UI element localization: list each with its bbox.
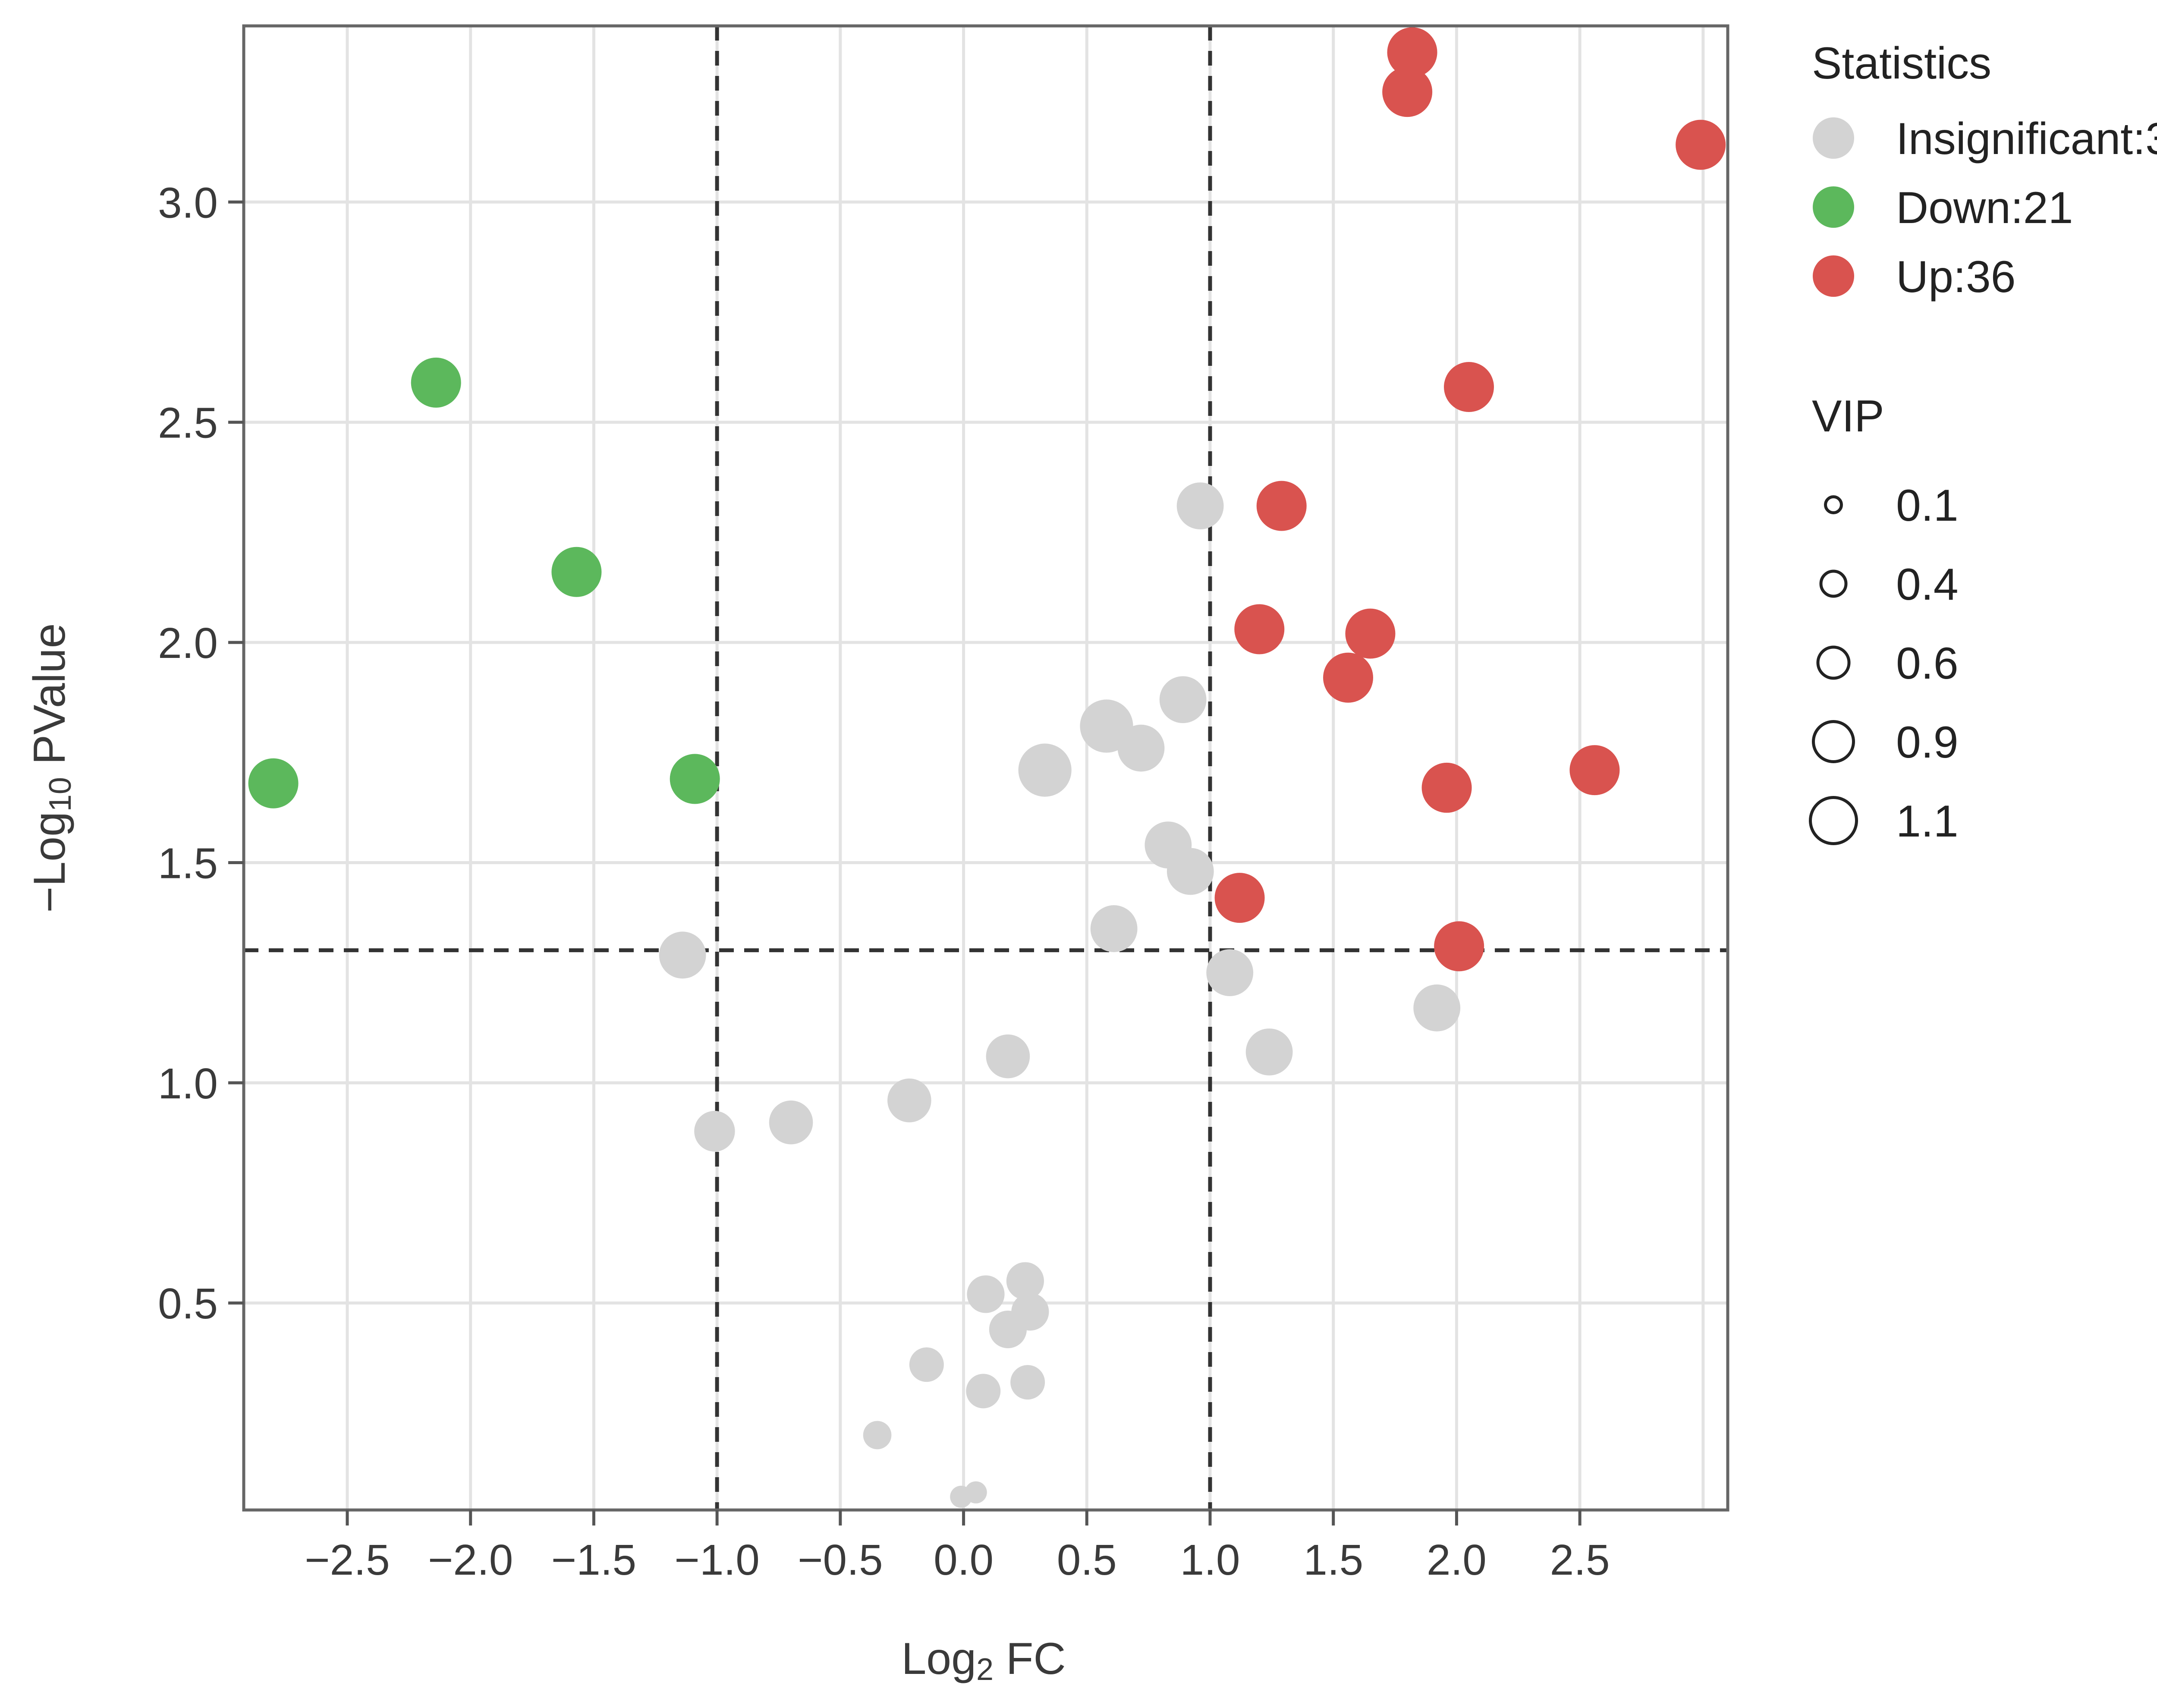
insignificant-point bbox=[1010, 1365, 1045, 1400]
legend-color-label: Up:36 bbox=[1896, 252, 2016, 302]
x-tick-label: −1.0 bbox=[674, 1536, 759, 1584]
legend-size-label: 0.1 bbox=[1896, 481, 1959, 531]
insignificant-point bbox=[1176, 482, 1224, 530]
legend-size-swatch bbox=[1819, 569, 1848, 598]
up-point bbox=[1444, 362, 1494, 412]
x-axis-title-tail: FC bbox=[994, 1634, 1066, 1684]
x-axis-title-subscript: 2 bbox=[976, 1652, 994, 1687]
legend: Statistics Insignificant:30Down:21Up:36 … bbox=[1809, 38, 2157, 846]
y-tick-label: 2.0 bbox=[158, 619, 218, 667]
up-point bbox=[1214, 873, 1265, 923]
legend-size-label: 0.4 bbox=[1896, 560, 1959, 610]
x-tick-label: 0.0 bbox=[934, 1536, 994, 1584]
x-tick-label: −0.5 bbox=[798, 1536, 883, 1584]
x-axis-ticks: −2.5 −2.0 −1.5 −1.0 −0.5 0.0 0.5 1.0 1.5 2.0 2.5 bbox=[305, 1510, 1610, 1584]
insignificant-point bbox=[887, 1078, 931, 1123]
y-tick-label: 0.5 bbox=[158, 1280, 218, 1328]
y-tick-label: 3.0 bbox=[158, 179, 218, 227]
y-tick-label: 2.5 bbox=[158, 399, 218, 447]
x-tick-label: 2.5 bbox=[1550, 1536, 1610, 1584]
insignificant-point bbox=[967, 1275, 1005, 1313]
x-tick-label: 1.5 bbox=[1303, 1536, 1363, 1584]
insignificant-point bbox=[1159, 676, 1207, 723]
legend-size-title: VIP bbox=[1812, 391, 1884, 441]
insignificant-point bbox=[1167, 848, 1214, 895]
legend-color-swatch bbox=[1813, 117, 1854, 159]
legend-color-swatch bbox=[1813, 255, 1854, 297]
insignificant-point bbox=[950, 1485, 972, 1508]
legend-size-swatch bbox=[1812, 720, 1855, 763]
y-axis-title-tail: PValue bbox=[25, 623, 75, 777]
down-point bbox=[551, 547, 602, 597]
down-point bbox=[670, 754, 720, 804]
x-axis-title: Log2 FC bbox=[901, 1634, 1066, 1687]
insignificant-point bbox=[694, 1110, 735, 1152]
insignificant-point bbox=[863, 1421, 892, 1450]
down-point bbox=[411, 357, 461, 408]
up-point bbox=[1421, 762, 1472, 813]
legend-size-swatch bbox=[1824, 495, 1843, 514]
insignificant-point bbox=[659, 931, 706, 979]
y-axis-title-main: −Log bbox=[25, 812, 75, 912]
legend-color-label: Insignificant:30 bbox=[1896, 114, 2157, 164]
y-axis-title: −Log10 PValue bbox=[25, 623, 78, 913]
insignificant-point bbox=[1245, 1028, 1293, 1076]
x-tick-label: −2.0 bbox=[428, 1536, 513, 1584]
insignificant-point bbox=[1413, 984, 1461, 1032]
legend-color-entries: Insignificant:30 Down:21 Up:36 bbox=[1813, 114, 2157, 302]
x-tick-label: 0.5 bbox=[1057, 1536, 1117, 1584]
up-point bbox=[1434, 921, 1484, 972]
legend-color-label: Down:21 bbox=[1896, 183, 2073, 233]
insignificant-point bbox=[989, 1310, 1027, 1349]
up-point bbox=[1234, 604, 1285, 654]
legend-size-swatch bbox=[1809, 796, 1858, 845]
up-point bbox=[1345, 608, 1396, 659]
y-axis-title-subscript: 10 bbox=[43, 777, 78, 812]
y-tick-label: 1.5 bbox=[158, 839, 218, 887]
insignificant-point bbox=[909, 1347, 944, 1382]
up-point bbox=[1382, 67, 1433, 117]
legend-size-swatch bbox=[1816, 645, 1851, 680]
legend-size-label: 0.9 bbox=[1896, 717, 1959, 767]
insignificant-point bbox=[1018, 743, 1072, 797]
legend-color-swatch bbox=[1813, 186, 1854, 228]
legend-size-label: 0.6 bbox=[1896, 639, 1959, 689]
x-tick-label: 1.0 bbox=[1180, 1536, 1240, 1584]
up-point bbox=[1387, 27, 1437, 78]
insignificant-point bbox=[1206, 949, 1254, 997]
insignificant-point bbox=[966, 1374, 1001, 1409]
plot-frame bbox=[242, 24, 1729, 1512]
up-point bbox=[1323, 652, 1373, 703]
legend-size-label: 1.1 bbox=[1896, 796, 1959, 846]
down-point bbox=[248, 758, 299, 808]
y-tick-label: 1.0 bbox=[158, 1060, 218, 1108]
x-axis-title-main: Log bbox=[901, 1634, 976, 1684]
insignificant-point bbox=[986, 1034, 1030, 1079]
insignificant-point bbox=[769, 1100, 813, 1145]
x-tick-label: −1.5 bbox=[551, 1536, 636, 1584]
x-tick-label: −2.5 bbox=[305, 1536, 390, 1584]
insignificant-point bbox=[1006, 1262, 1044, 1300]
up-point bbox=[1569, 745, 1620, 796]
up-point bbox=[1256, 481, 1307, 531]
insignificant-point bbox=[1117, 724, 1165, 772]
legend-size-entries: 0.1 0.4 0.6 0.9 1.1 bbox=[1809, 481, 1959, 846]
data-points bbox=[248, 27, 1726, 1508]
up-point bbox=[1676, 120, 1726, 170]
insignificant-point bbox=[1090, 905, 1138, 952]
legend-color-title: Statistics bbox=[1812, 38, 1991, 88]
y-axis-ticks: 0.5 1.0 1.5 2.0 2.5 3.0 bbox=[158, 179, 244, 1328]
x-tick-label: 2.0 bbox=[1427, 1536, 1487, 1584]
